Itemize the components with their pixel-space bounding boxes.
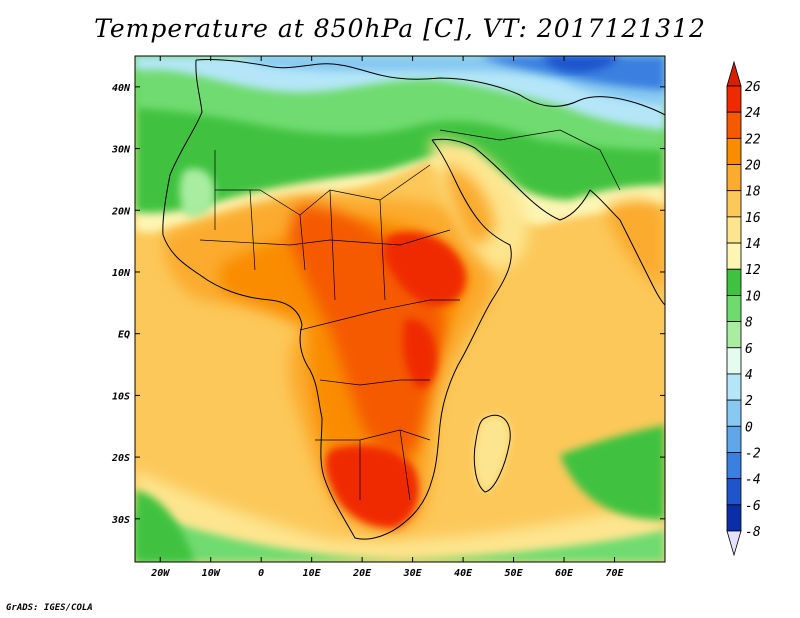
colorbar-swatch (726, 321, 742, 349)
x-tick-label: 20E (352, 568, 372, 579)
colorbar-bottom-arrow (726, 530, 742, 557)
colorbar-swatch (726, 190, 742, 218)
field-hotspot-ethiopia (383, 231, 466, 306)
colorbar-label: 24 (745, 106, 761, 121)
field-south-pale (135, 470, 665, 562)
border-west-central (199, 229, 451, 246)
x-tick-label: 40E (454, 568, 473, 579)
border-southern-africa (315, 429, 431, 501)
x-tick-label: 70E (605, 568, 624, 579)
colorbar-swatch (726, 242, 742, 270)
map-title: Temperature at 850hPa [C], VT: 201712131… (94, 14, 706, 43)
y-tick-label: 10S (112, 391, 130, 402)
border-sahara (214, 150, 431, 230)
colorbar-swatch (726, 216, 742, 244)
colorbar-label: 4 (745, 368, 753, 383)
colorbar-label: 26 (745, 80, 761, 95)
colorbar-swatch (726, 137, 742, 165)
colorbar-label: 16 (745, 211, 761, 226)
colorbar-label: 2 (745, 394, 753, 409)
colorbar-label: -8 (745, 525, 761, 540)
colorbar-label: 12 (745, 263, 761, 278)
field-southeast-green (560, 425, 665, 520)
grads-credit: GrADS: IGES/COLA (6, 603, 93, 613)
colorbar-swatch (726, 164, 742, 192)
colorbar-swatch (726, 425, 742, 453)
field-northeast-deepblue (540, 56, 620, 73)
colorbar-label: 6 (745, 342, 753, 357)
x-tick-label: 10E (303, 568, 322, 579)
y-tick-label: 20S (111, 453, 130, 464)
x-tick-label: 10W (202, 568, 221, 579)
y-tick-label: 10N (112, 268, 131, 279)
field-hotspot-south (325, 445, 419, 529)
x-tick-label: 0 (258, 568, 264, 579)
border-middle-east (439, 129, 621, 191)
country-borders (199, 129, 621, 501)
field-hotspot-lakes (403, 319, 438, 389)
map-frame (134, 55, 666, 563)
colorbar-swatch (726, 504, 742, 532)
coastline-madagascar (473, 414, 511, 493)
temperature-field (135, 56, 665, 562)
colorbar-swatch (726, 347, 742, 375)
colorbar-label: -2 (745, 446, 761, 461)
colorbar-label: 0 (745, 420, 753, 435)
colorbar-swatch (726, 478, 742, 506)
border-central-south (319, 379, 430, 386)
y-tick-label: 40N (112, 83, 131, 94)
x-tick-label: 60E (555, 568, 574, 579)
colorbar-swatch (726, 295, 742, 322)
colorbar-label: 20 (745, 159, 761, 174)
y-tick-label: 30S (111, 515, 130, 526)
field-india-warm (607, 200, 665, 290)
coastline-africa (162, 59, 512, 540)
colorbar-swatch (726, 268, 742, 296)
colorbar-swatch (726, 111, 742, 139)
coastlines (162, 58, 665, 540)
field-southwest-green (135, 490, 195, 562)
coastline-north (195, 58, 665, 116)
border-equatorial (299, 299, 460, 331)
border-sahel (249, 189, 386, 301)
colorbar-swatch (726, 399, 742, 427)
colorbar-label: -6 (745, 499, 761, 514)
y-tick-label: EQ (118, 330, 130, 341)
colorbar-label: 10 (745, 289, 761, 304)
colorbar-label: 18 (745, 185, 761, 200)
x-tick-label: 50E (505, 568, 524, 579)
x-tick-label: 20W (150, 568, 170, 579)
field-westsahara-pale (179, 168, 215, 218)
colorbar-label: 8 (745, 316, 753, 331)
colorbar-label: -4 (745, 473, 761, 488)
y-tick-label: 30N (111, 145, 131, 156)
axis-ticks: 20W 10W 0 10E 20E 30E 40E 50E 60E 70E 40N 30N 20N 10N… (111, 56, 665, 579)
field-south-green (135, 510, 665, 562)
field-madagascar (474, 415, 511, 492)
coastline-arabia-india (431, 138, 665, 306)
y-tick-label: 20N (111, 206, 131, 217)
field-northeast-blue (480, 56, 665, 90)
colorbar-label: 14 (745, 237, 761, 252)
colorbar-swatch (726, 85, 742, 113)
x-tick-label: 30E (403, 568, 423, 579)
colorbar-swatch (726, 452, 742, 480)
colorbar-swatch (726, 373, 742, 401)
colorbar-top-arrow (726, 60, 742, 87)
colorbar-label: 22 (745, 132, 761, 147)
